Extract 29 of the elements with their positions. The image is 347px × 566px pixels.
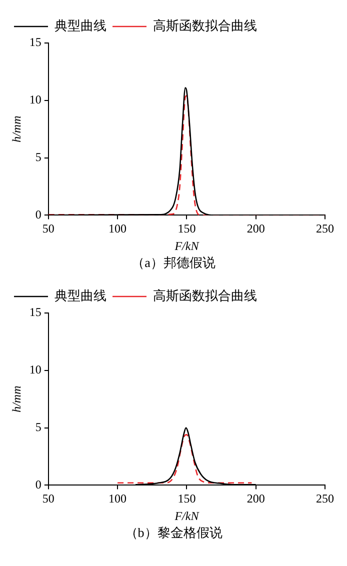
x-tick-label: 50: [42, 492, 54, 506]
text: （a）邦德假说: [130, 254, 216, 272]
y-axis-title: h/mm: [9, 385, 24, 412]
line-series: [116, 434, 252, 484]
text: （b）黎金格假说: [124, 524, 224, 542]
x-tick-label: 100: [108, 492, 127, 506]
legend-label: 高斯函数拟合曲线: [153, 18, 257, 33]
y-tick-label: 5: [35, 150, 42, 164]
x-axis-title: F/kN: [174, 508, 200, 523]
x-axis-title: F/kN: [174, 238, 200, 253]
x-tick-label: 200: [246, 222, 265, 236]
x-tick-label: 100: [108, 222, 127, 236]
y-tick-label: 0: [35, 477, 42, 492]
y-tick-label: 15: [29, 35, 42, 50]
x-tick-label: 50: [42, 222, 54, 236]
y-tick-label: 0: [35, 207, 42, 222]
legend-label: 高斯函数拟合曲线: [153, 288, 257, 303]
y-tick-label: 10: [29, 362, 42, 377]
x-tick-label: 250: [316, 222, 334, 236]
x-tick-label: 200: [246, 492, 265, 506]
x-tick-label: 250: [316, 492, 334, 506]
legend-label: 典型曲线: [54, 288, 106, 303]
y-axis-title: h/mm: [9, 115, 24, 142]
x-tick-label: 150: [178, 222, 196, 236]
y-tick-label: 5: [35, 420, 42, 434]
y-tick-label: 15: [29, 305, 42, 320]
legend-label: 典型曲线: [54, 18, 106, 33]
x-tick-label: 150: [178, 492, 196, 506]
y-tick-label: 10: [29, 92, 42, 107]
